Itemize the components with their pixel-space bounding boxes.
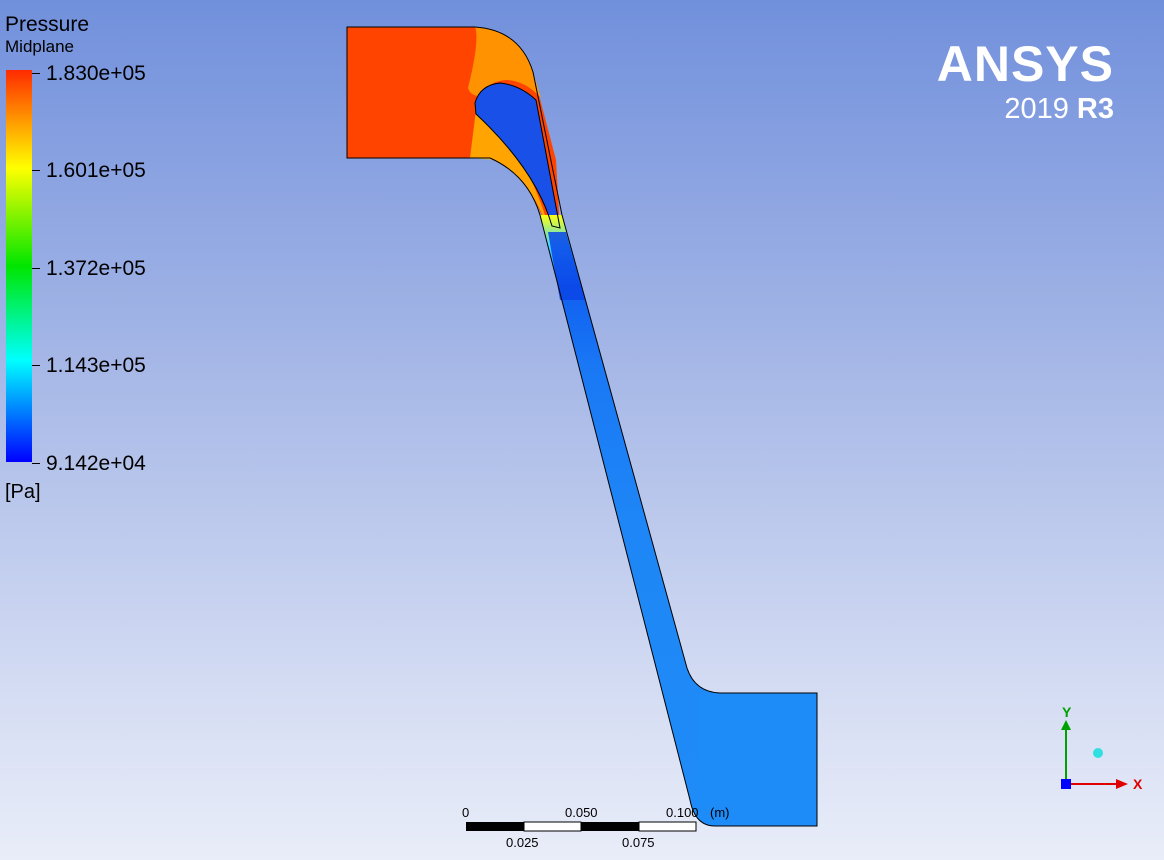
scale-label: 0 <box>462 805 470 820</box>
blade-slot <box>475 83 560 228</box>
domain-outline <box>346 26 818 827</box>
lower-throat-region <box>470 110 558 230</box>
outlet-region <box>696 693 817 826</box>
scale-label: 0.075 <box>622 835 655 850</box>
colorbar-tick-label: 1.143e+05 <box>46 354 146 377</box>
scale-label: 0.025 <box>506 835 539 850</box>
axis-triad[interactable] <box>1050 700 1150 800</box>
version-release: R3 <box>1076 93 1114 125</box>
colorbar-tick-label: 9.142e+04 <box>46 452 146 475</box>
version-year: 2019 <box>1004 93 1069 125</box>
colorbar <box>6 70 32 462</box>
colorbar-tick <box>32 463 40 464</box>
x-axis-label: X <box>1133 776 1143 792</box>
version-label: 2019 R3 <box>1004 93 1114 126</box>
colorbar-tick <box>32 170 40 171</box>
legend-unit: [Pa] <box>5 481 41 503</box>
colorbar-tick-label: 1.830e+05 <box>46 62 146 85</box>
colorbar-tick-label: 1.372e+05 <box>46 257 146 280</box>
upper-throat-region <box>468 27 541 98</box>
legend-title: Pressure <box>5 13 90 36</box>
scale-unit: (m) <box>710 805 730 820</box>
colorbar-tick <box>32 365 40 366</box>
blade-outline <box>474 82 561 229</box>
y-axis-label: Y <box>1062 704 1072 720</box>
colorbar-tick <box>32 268 40 269</box>
ansys-logo: ANSYS <box>936 36 1114 92</box>
scale-label: 0.050 <box>565 805 598 820</box>
colorbar-tick <box>32 73 40 74</box>
legend-subtitle: Midplane <box>5 37 74 56</box>
scale-label: 0.100 <box>666 805 699 820</box>
colorbar-tick-label: 1.601e+05 <box>46 159 146 182</box>
